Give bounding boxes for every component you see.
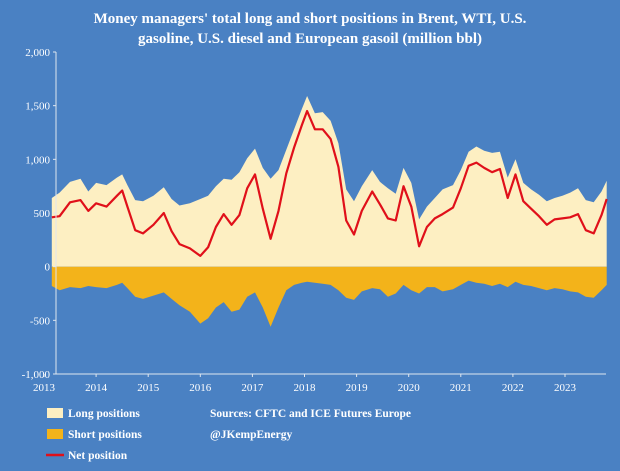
legend-swatch-long: [47, 408, 63, 418]
x-tick-label: 2020: [398, 382, 421, 394]
x-tick-label: 2019: [346, 382, 369, 394]
legend-label-net: Net position: [68, 450, 128, 462]
chart-title-line-1: Money managers' total long and short pos…: [94, 11, 527, 27]
x-tick-label: 2021: [450, 382, 472, 394]
sources: Sources: CFTC and ICE Futures Europe @JK…: [210, 408, 411, 441]
y-tick-label: 1,500: [25, 101, 50, 113]
source-handle: @JKempEnergy: [210, 429, 292, 441]
y-axis-ticks: 2,000 1,500 1,000 500 0 -500 -1,000: [22, 47, 56, 381]
short-positions-area: [51, 266, 607, 327]
x-tick-label: 2023: [554, 382, 577, 394]
y-tick-label: 2,000: [25, 47, 50, 59]
x-axis-ticks: 2013 2014 2015 2016 2017 2018 2019 2020 2021 2022…: [33, 374, 577, 394]
x-tick-label: 2015: [137, 382, 160, 394]
source-line: Sources: CFTC and ICE Futures Europe: [210, 408, 411, 420]
y-tick-label: 1,000: [25, 154, 50, 166]
y-tick-label: -500: [30, 315, 51, 327]
legend-swatch-short: [47, 429, 63, 439]
y-tick-label: 0: [45, 262, 51, 274]
x-tick-label: 2017: [241, 382, 264, 394]
chart-title-line-2: gasoline, U.S. diesel and European gasoi…: [138, 31, 482, 47]
legend: Long positions Short positions Net posit…: [46, 408, 142, 462]
long-positions-area: [51, 96, 607, 267]
y-tick-label: -1,000: [22, 369, 51, 381]
x-tick-label: 2016: [189, 382, 212, 394]
x-tick-label: 2018: [294, 382, 317, 394]
net-position-line: [51, 109, 608, 257]
y-tick-label: 500: [34, 208, 51, 220]
plot-area: [51, 96, 608, 327]
x-tick-label: 2013: [33, 382, 56, 394]
legend-label-long: Long positions: [68, 408, 140, 420]
x-tick-label: 2014: [85, 382, 108, 394]
legend-label-short: Short positions: [68, 429, 142, 441]
x-tick-label: 2022: [502, 382, 524, 394]
